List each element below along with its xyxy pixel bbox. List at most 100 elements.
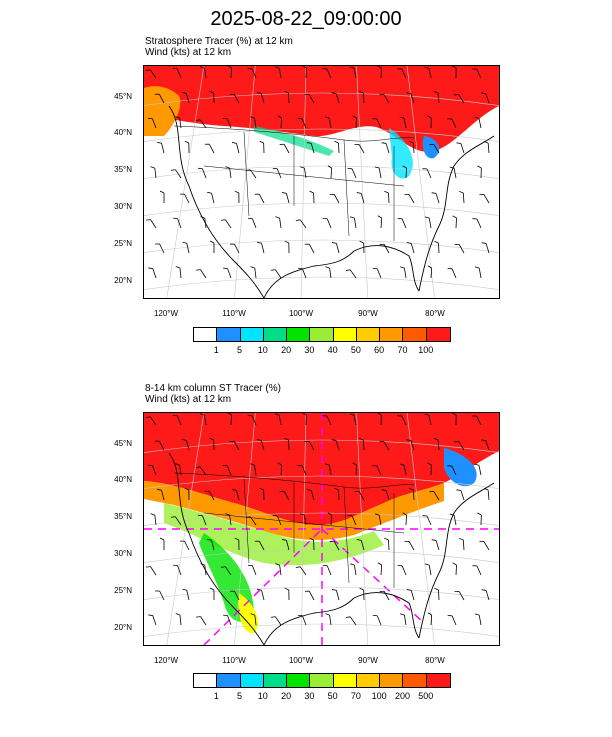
wind-barb (295, 219, 307, 229)
wind-barb (170, 516, 182, 526)
wind-barb (406, 589, 415, 601)
wind-barb (397, 565, 407, 576)
wind-barb (229, 590, 240, 601)
wind-barb (284, 587, 290, 601)
wind-barb (424, 66, 432, 79)
wind-barb (181, 92, 190, 104)
wind-barb (245, 169, 257, 179)
wind-barb (272, 514, 282, 526)
wind-barb (150, 166, 157, 179)
wind-barb (427, 612, 433, 626)
wind-barb (172, 67, 182, 79)
page-title: 2025-08-22_09:00:00 (210, 8, 402, 30)
colorbar-swatch (356, 674, 381, 687)
colorbar-tick-label: 100 (418, 345, 434, 355)
wind-barb (256, 92, 265, 104)
wind-barb (154, 440, 165, 451)
tracer-region-orange (144, 481, 444, 540)
panel2-map (143, 412, 500, 646)
wind-barb (204, 143, 215, 154)
wind-barb (250, 116, 257, 129)
wind-barb (200, 563, 207, 576)
wind-barb (284, 437, 290, 451)
wind-barb (284, 240, 290, 254)
wind-barb (257, 588, 265, 601)
colorbar-tick-label: 40 (327, 345, 338, 355)
wind-barb (399, 116, 407, 129)
wind-barb (483, 488, 490, 501)
wind-barb (381, 489, 390, 501)
panel2-map-graphic (144, 413, 499, 645)
colorbar-swatch (194, 674, 218, 687)
wind-barb (200, 66, 207, 79)
wind-barb (257, 241, 265, 254)
wind-barb (254, 193, 265, 204)
wind-barb (179, 540, 190, 551)
wind-barb (195, 119, 207, 129)
wind-barb (474, 463, 482, 476)
panel2-lat-20: 20°N (114, 623, 132, 632)
colorbar-swatch (194, 328, 218, 341)
panel1-map (143, 65, 500, 299)
wind-barb (456, 142, 465, 154)
wind-barb (424, 216, 432, 229)
wind-barb (231, 142, 240, 154)
wind-barb (231, 489, 240, 501)
tracer-region-blue (422, 136, 440, 159)
wind-barb (377, 562, 383, 576)
wind-barb (155, 590, 165, 601)
wind-barb (429, 144, 440, 154)
colorbar-swatch (263, 328, 288, 341)
colorbar-swatch (380, 328, 404, 341)
wind-barb (349, 66, 357, 79)
panel2-lat-45: 45°N (114, 439, 132, 448)
wind-barb (229, 243, 240, 254)
wind-barb (434, 587, 440, 601)
wind-barb (306, 489, 315, 501)
wind-barb (234, 190, 240, 204)
wind-barb (349, 413, 357, 426)
wind-barb (234, 537, 240, 551)
wind-barb (327, 165, 333, 179)
colorbar-tick-label: 5 (237, 345, 243, 355)
wind-barb (379, 94, 390, 104)
wind-barb (204, 490, 215, 501)
wind-barb (481, 242, 490, 254)
wind-barb (295, 566, 307, 576)
wind-barb (182, 241, 190, 254)
wind-barb (181, 439, 190, 451)
wind-barb (472, 415, 482, 426)
panel2-lat-25: 25°N (114, 586, 132, 595)
wind-barb (454, 590, 465, 601)
wind-barb (309, 537, 315, 551)
colorbar-swatch (403, 674, 427, 687)
wind-barb (377, 215, 383, 229)
wind-barb (182, 588, 190, 601)
wind-barb (359, 90, 365, 104)
colorbar-tick-label: 5 (237, 691, 243, 701)
wind-barb (459, 190, 465, 204)
wind-barb (145, 69, 157, 79)
wind-barb (447, 118, 457, 129)
wind-barb (196, 616, 207, 626)
wind-barb (154, 93, 165, 104)
wind-barb (304, 93, 315, 104)
latitude-gridline (144, 202, 499, 216)
wind-barb (275, 563, 282, 576)
wind-barb (379, 243, 390, 254)
longitude-gridline (166, 413, 205, 645)
wind-barb (452, 66, 457, 79)
wind-barb (447, 268, 457, 279)
longitude-gridline (234, 66, 256, 298)
wind-barb (449, 166, 457, 179)
wind-barb (227, 413, 233, 426)
wind-barb (274, 413, 282, 426)
wind-barb (184, 140, 190, 154)
colorbar-swatch (287, 674, 311, 687)
colorbar-swatch (217, 328, 241, 341)
wind-barb (479, 194, 490, 204)
colorbar-swatch (287, 328, 311, 341)
wind-barb (222, 464, 232, 476)
longitude-gridline (300, 413, 307, 645)
wind-barb (431, 539, 440, 551)
